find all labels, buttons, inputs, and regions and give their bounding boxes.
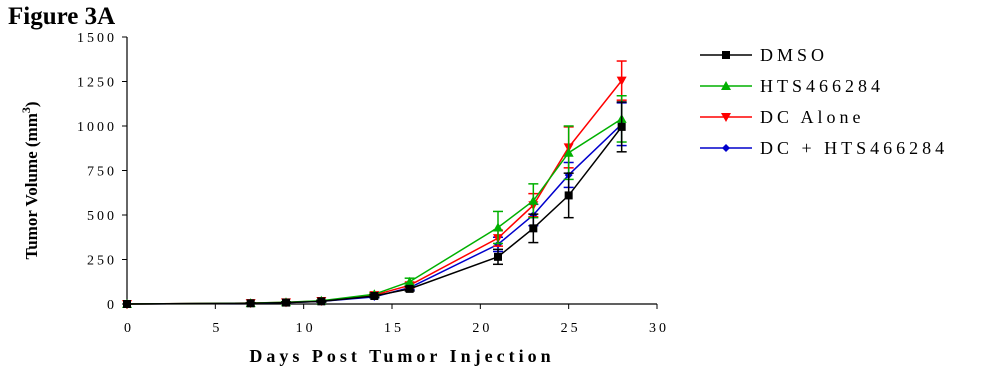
legend-entry: DC + HTS466284	[700, 138, 948, 158]
x-tick-label: 15	[384, 321, 404, 336]
y-tick-label: 1250	[77, 76, 117, 91]
legend-label: DC + HTS466284	[760, 138, 948, 158]
y-tick-label: 1000	[77, 120, 117, 135]
y-tick-label: 1500	[77, 31, 117, 46]
figure-label: Figure 3A	[8, 3, 116, 30]
y-tick-label: 250	[87, 254, 117, 269]
legend-label: DMSO	[760, 45, 828, 65]
data-point	[123, 300, 131, 308]
legend-label: DC Alone	[760, 107, 865, 127]
data-point	[404, 276, 415, 286]
data-point	[405, 284, 414, 293]
x-tick-label: 25	[561, 321, 581, 336]
data-point	[616, 76, 627, 86]
legend-entry: DMSO	[700, 45, 828, 65]
legend-label: HTS466284	[760, 76, 884, 96]
data-point	[528, 195, 539, 205]
data-point	[564, 191, 573, 200]
data-point	[617, 122, 626, 131]
x-tick-label: 0	[124, 321, 134, 336]
series-hts466284	[126, 94, 627, 305]
data-point	[494, 252, 502, 261]
x-tick-label: 30	[649, 321, 669, 336]
legend-marker	[721, 81, 731, 90]
series-line	[126, 80, 623, 305]
legend-marker	[721, 113, 731, 122]
legend-marker	[722, 144, 730, 152]
series-line	[126, 118, 623, 305]
series-line	[126, 126, 623, 305]
y-tick-label: 750	[87, 165, 117, 180]
data-point	[246, 299, 255, 308]
data-point	[529, 224, 538, 233]
series-dmso	[126, 101, 627, 305]
x-axis-label: Days Post Tumor Injection	[249, 346, 554, 366]
data-point	[493, 222, 503, 232]
series-line	[126, 123, 623, 305]
data-point	[282, 298, 290, 307]
y-tick-label: 0	[107, 298, 117, 313]
x-tick-label: 5	[212, 321, 222, 336]
x-tick-label: 10	[296, 321, 316, 336]
x-tick-label: 20	[472, 321, 492, 336]
data-point	[317, 297, 326, 306]
data-point	[370, 291, 379, 300]
y-axis-label: Tumor Volume (mm3)	[19, 101, 41, 259]
series-dc-hts466284	[126, 102, 627, 305]
y-tick-label: 500	[87, 209, 117, 224]
legend-marker	[722, 51, 730, 59]
series-dc-alone	[126, 60, 627, 305]
data-point	[563, 147, 574, 157]
